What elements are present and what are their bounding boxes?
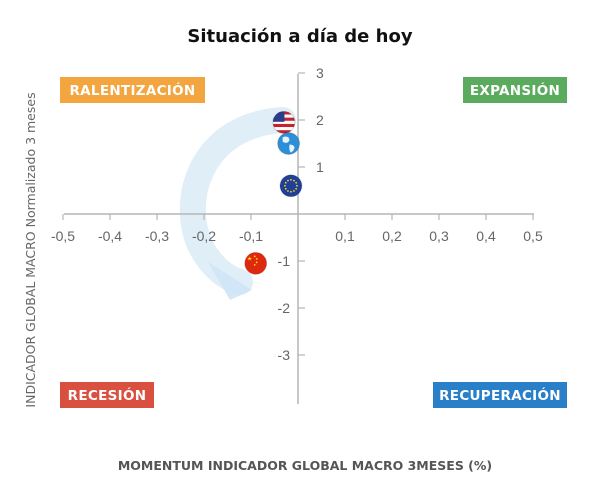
chart-title: Situación a día de hoy <box>187 26 412 47</box>
y-axis-label: INDICADOR GLOBAL MACRO Normalizado 3 mes… <box>23 92 38 407</box>
y-tick-label: -2 <box>278 300 291 316</box>
data-points <box>244 110 303 275</box>
axes <box>64 74 534 404</box>
y-tick-label: -1 <box>278 253 291 269</box>
eu-flag-icon <box>279 174 303 198</box>
quadrant-labels: RALENTIZACIÓN EXPANSIÓN RECESIÓN RECUPERACI… <box>60 77 567 408</box>
x-tick-label: -0,2 <box>192 228 216 244</box>
x-tick-label: 0,4 <box>476 228 496 244</box>
quadrant-badge-bottom-left <box>60 382 154 408</box>
world-globe-icon <box>277 132 301 155</box>
x-tick-label: -0,1 <box>239 228 263 244</box>
x-tick-label: 0,1 <box>335 228 355 244</box>
y-tick-label: 2 <box>316 112 324 128</box>
quadrant-badge-top-right <box>463 77 567 103</box>
x-tick-label: 0,3 <box>429 228 449 244</box>
y-tick-label: 3 <box>316 65 324 81</box>
y-tick-label: -3 <box>278 347 291 363</box>
y-tick-labels: 3 2 1 -1 -2 -3 <box>278 65 324 363</box>
x-tick-label: -0,4 <box>98 228 122 244</box>
quadrant-label: RALENTIZACIÓN <box>69 81 195 99</box>
usa-flag-icon <box>272 110 296 134</box>
x-tick-label: 0,2 <box>382 228 402 244</box>
x-tick-label: -0,5 <box>51 228 75 244</box>
quadrant-label: RECESIÓN <box>68 386 147 404</box>
quadrant-label: RECUPERACIÓN <box>439 386 561 404</box>
x-tick-label: -0,3 <box>145 228 169 244</box>
quadrant-badge-bottom-right <box>433 382 567 408</box>
quadrant-label: EXPANSIÓN <box>470 81 560 99</box>
quadrant-badge-top-left <box>60 77 205 103</box>
trend-arrow <box>179 107 296 300</box>
x-axis-label: MOMENTUM INDICADOR GLOBAL MACRO 3MESES (… <box>118 458 492 473</box>
x-tick-labels: -0,5 -0,4 -0,3 -0,2 -0,1 0,1 0,2 0,3 0,4 0,5 <box>51 214 543 244</box>
china-flag-icon <box>244 251 268 275</box>
y-tick-label: 1 <box>316 159 324 175</box>
x-tick-label: 0,5 <box>523 228 543 244</box>
